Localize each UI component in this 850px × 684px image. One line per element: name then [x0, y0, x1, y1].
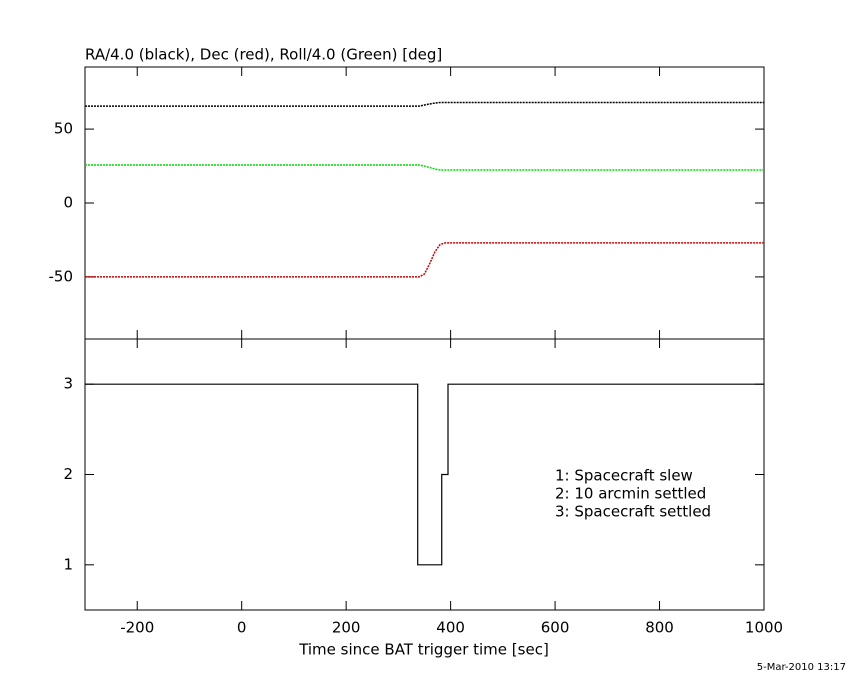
timestamp: 5-Mar-2010 13:17: [757, 662, 846, 673]
x-tick-label: 0: [237, 619, 247, 637]
x-tick-label: 1000: [745, 619, 783, 637]
x-tick-label: -200: [120, 619, 154, 637]
data-line: [85, 164, 764, 171]
annotation: 3: Spacecraft settled: [555, 503, 711, 521]
x-axis-label: Time since BAT trigger time [sec]: [298, 641, 549, 659]
data-line: [85, 242, 764, 278]
y-tick-label: 3: [63, 375, 73, 393]
x-tick-label: 400: [436, 619, 465, 637]
x-tick-label: 600: [541, 619, 570, 637]
chart-title: RA/4.0 (black), Dec (red), Roll/4.0 (Gre…: [85, 46, 442, 64]
x-tick-label: 200: [332, 619, 361, 637]
y-tick-label: -50: [49, 267, 74, 285]
annotation: 1: Spacecraft slew: [555, 467, 693, 485]
y-tick-label: 1: [63, 555, 73, 573]
annotation: 2: 10 arcmin settled: [555, 485, 706, 503]
step-line: [85, 383, 764, 566]
y-tick-label: 2: [63, 465, 73, 483]
y-tick-label: 50: [54, 120, 73, 138]
x-tick-label: 800: [645, 619, 674, 637]
y-tick-label: 0: [63, 194, 73, 212]
